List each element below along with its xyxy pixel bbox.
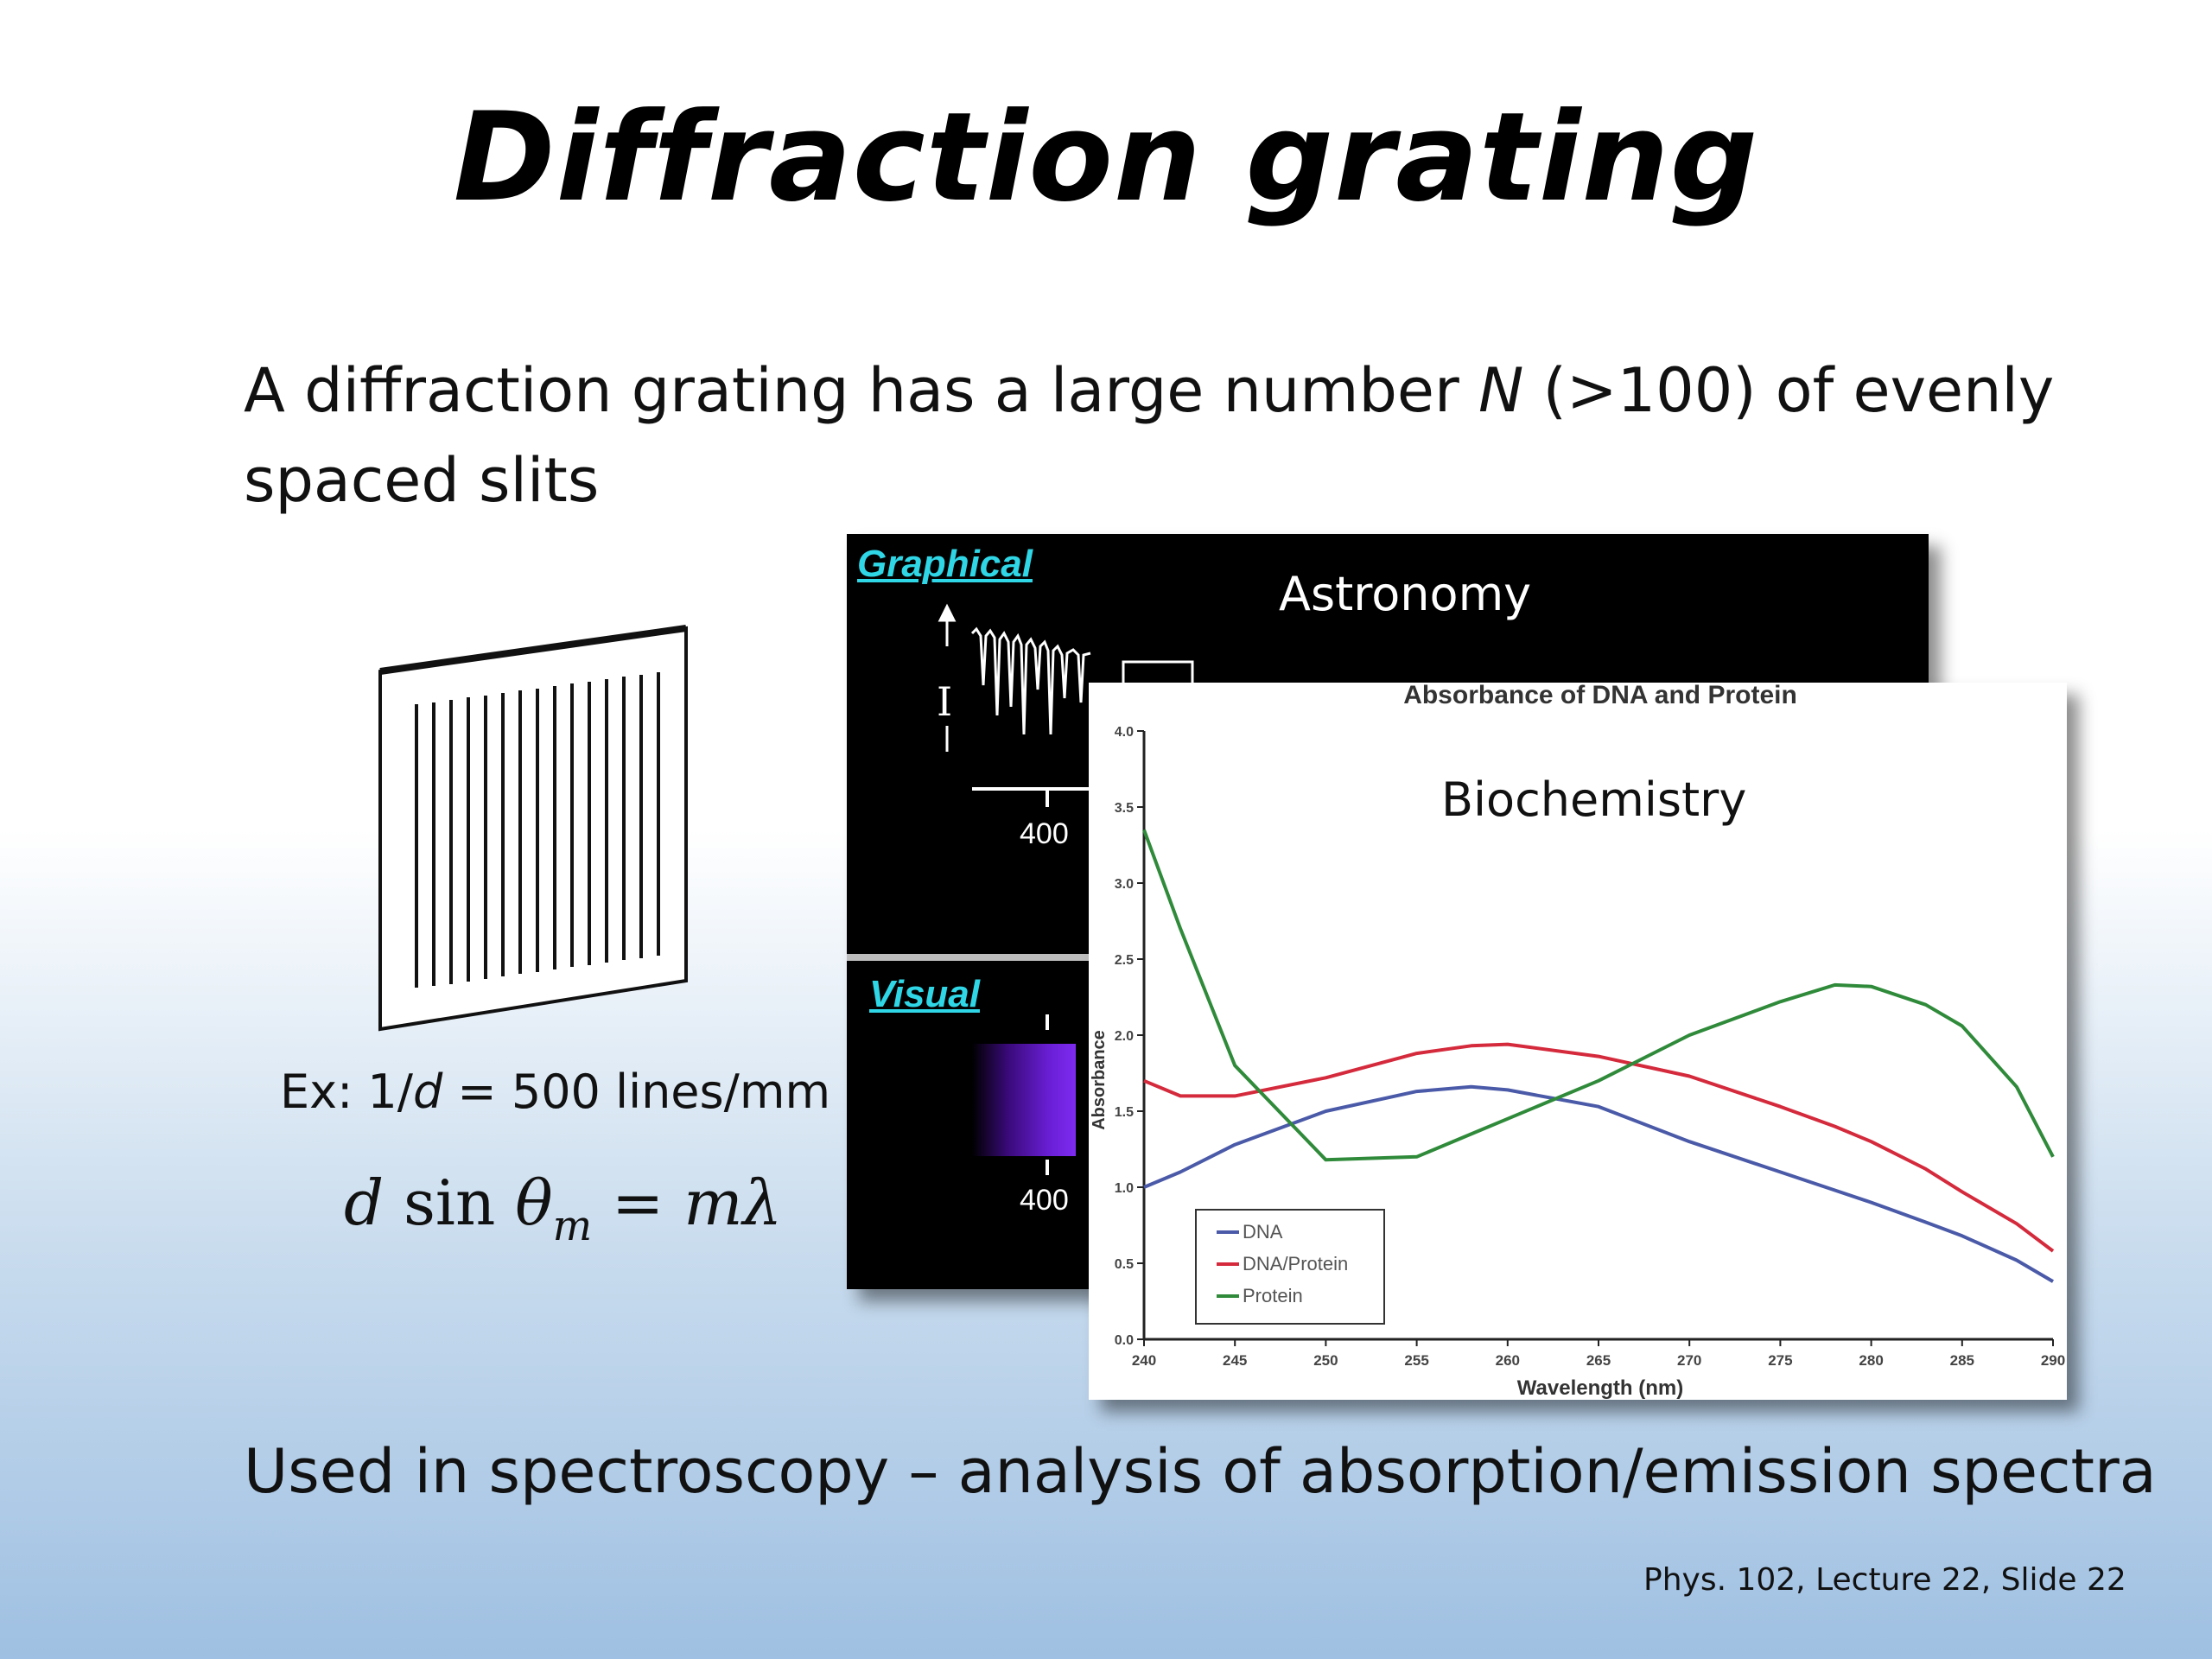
legend-entry: Protein — [1243, 1285, 1303, 1306]
x-tick-label: 280 — [1859, 1352, 1883, 1369]
eq-theta: θ — [515, 1166, 553, 1239]
intensity-axis-glyph: I — [937, 678, 952, 725]
series-line-dna — [1143, 1084, 2055, 1283]
x-tick-label: 255 — [1404, 1352, 1428, 1369]
x-tick-label: 245 — [1223, 1352, 1247, 1369]
intro-text: A diffraction grating has a large number… — [244, 346, 2058, 525]
slide-title: Diffraction grating — [453, 86, 1759, 229]
chart-ticks: 240 245 250 255 260 265 270 275 280 285 290 0.0 0.5 1… — [1115, 725, 2065, 1369]
x-tick-label: 270 — [1677, 1352, 1701, 1369]
grating-equation: d sin θm = mλ — [344, 1166, 782, 1250]
chart-x-axis-label: Wavelength (nm) — [1517, 1376, 1683, 1400]
astronomy-label: Astronomy — [1279, 567, 1532, 621]
bottom-text: Used in spectroscopy – analysis of absor… — [244, 1436, 2157, 1507]
astronomy-spectrum-graph: I — [937, 603, 1194, 1175]
intro-variable-n: N — [1478, 355, 1524, 426]
intro-text-part2: (>100) of evenly spaced slits — [244, 355, 2055, 516]
eq-sin: sin — [403, 1166, 496, 1239]
legend-entry: DNA — [1243, 1221, 1283, 1243]
legend-box — [1195, 1209, 1385, 1325]
y-tick-label: 2.5 — [1115, 953, 1134, 968]
x-tick-label: 285 — [1950, 1352, 1974, 1369]
y-tick-label: 4.0 — [1115, 725, 1134, 740]
x-tick-label: 250 — [1313, 1352, 1338, 1369]
grating-top-edge — [379, 625, 687, 675]
absorbance-chart: Absorbance of DNA and Protein Wavelength… — [1090, 683, 2065, 1400]
chart-legend: DNA DNA/Protein Protein — [1195, 1209, 1385, 1325]
biochemistry-panel: Absorbance of DNA and Protein Wavelength… — [1089, 683, 2067, 1400]
visual-spectrum-band — [972, 1044, 1076, 1156]
eq-equals: = — [612, 1166, 664, 1239]
tab-visual: Visual — [869, 973, 980, 1015]
intensity-arrow-icon — [938, 603, 957, 752]
y-tick-label: 3.5 — [1115, 801, 1134, 816]
chart-series-lines — [1142, 829, 2055, 1283]
series-line-protein — [1142, 829, 2055, 1162]
y-tick-label: 2.0 — [1115, 1029, 1134, 1044]
astronomy-tick-400: 400 — [1020, 817, 1069, 850]
slide-footer: Phys. 102, Lecture 22, Slide 22 — [1643, 1562, 2126, 1598]
grating-slits — [415, 672, 660, 988]
tab-graphical: Graphical — [857, 543, 1033, 585]
eq-d: d — [344, 1166, 385, 1239]
x-tick-label: 240 — [1132, 1352, 1156, 1369]
x-tick-label: 260 — [1496, 1352, 1520, 1369]
eq-rhs: mλ — [683, 1166, 783, 1239]
x-tick-label: 275 — [1768, 1352, 1792, 1369]
eq-subscript-m: m — [552, 1202, 593, 1250]
example-suffix: = 500 lines/mm — [442, 1065, 831, 1119]
chart-y-axis-label: Absorbance — [1090, 1030, 1109, 1130]
example-variable-d: d — [412, 1065, 443, 1119]
y-tick-label: 0.0 — [1115, 1333, 1134, 1348]
biochemistry-label: Biochemistry — [1441, 772, 1747, 827]
grating-illustration — [378, 625, 688, 1032]
intro-text-part1: A diffraction grating has a large number — [244, 355, 1479, 426]
example-line-density: Ex: 1/d = 500 lines/mm — [280, 1065, 830, 1119]
x-tick-label: 290 — [2041, 1352, 2065, 1369]
chart-title: Absorbance of DNA and Protein — [1403, 683, 1797, 709]
astronomy-visual-tick-400: 400 — [1020, 1184, 1069, 1217]
y-tick-label: 0.5 — [1115, 1257, 1134, 1272]
astronomy-spectrum-line — [970, 626, 1091, 735]
y-tick-label: 1.5 — [1115, 1105, 1134, 1120]
y-tick-label: 3.0 — [1115, 877, 1134, 892]
legend-entry: DNA/Protein — [1243, 1253, 1348, 1274]
example-prefix: Ex: 1/ — [280, 1065, 413, 1119]
x-tick-label: 265 — [1586, 1352, 1611, 1369]
series-line-dna-protein — [1143, 1042, 2055, 1253]
y-tick-label: 1.0 — [1115, 1181, 1134, 1196]
